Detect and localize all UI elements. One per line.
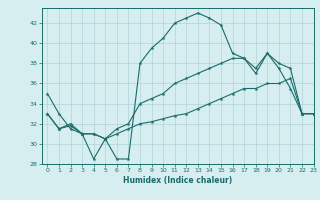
X-axis label: Humidex (Indice chaleur): Humidex (Indice chaleur) (123, 176, 232, 185)
